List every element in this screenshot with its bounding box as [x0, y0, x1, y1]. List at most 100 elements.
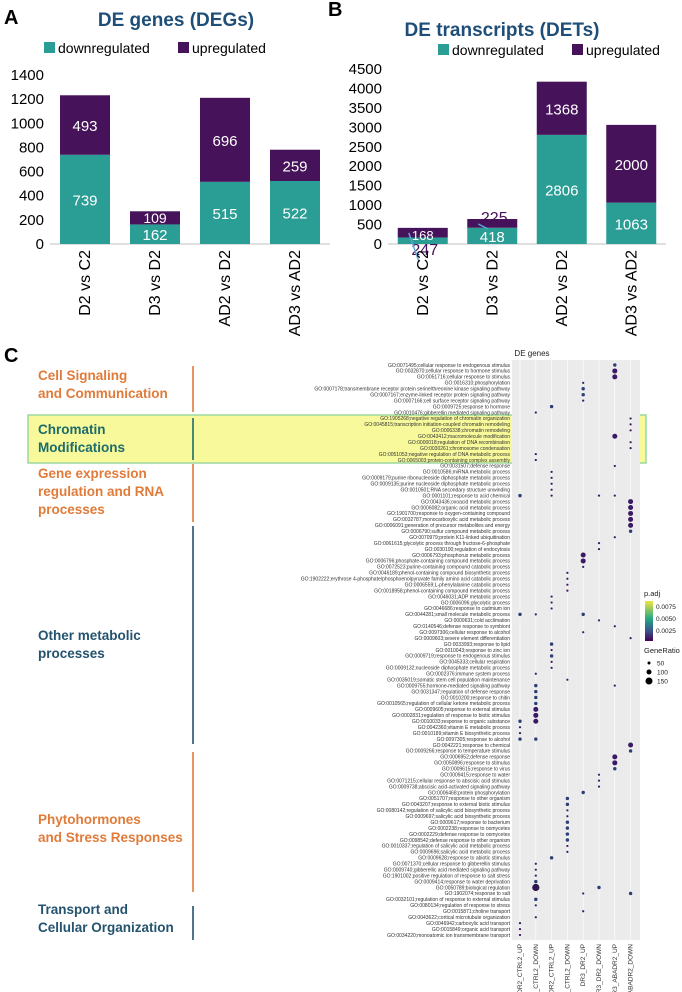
bar-upregulated — [60, 95, 110, 155]
go-term-label: GO:0001101;response to acid chemical — [423, 493, 510, 499]
category-other-metabolic-line2: processes — [38, 646, 105, 661]
dot — [566, 809, 569, 812]
chart-a: 0 200 400 600 800 1000 1200 1400 739 493 D2 vs C2 1… — [11, 67, 330, 336]
go-term-label: GO:0009414;response to water deprivation — [414, 879, 510, 885]
dot — [612, 374, 618, 380]
ytick-label: 600 — [19, 164, 44, 181]
dot — [550, 595, 553, 598]
dot — [550, 666, 553, 669]
data-label-upregulated: 247 — [411, 242, 438, 259]
callout-line — [477, 223, 489, 230]
dot — [550, 494, 553, 497]
go-term-label: GO:0044281;small molecule metabolic proc… — [405, 612, 510, 618]
legend-padj-tick: 0.0050 — [656, 616, 676, 623]
ytick-label: 800 — [19, 139, 44, 156]
go-term-label: GO:0009697;salicylic acid biosynthetic p… — [406, 814, 511, 820]
ytick-label: 1200 — [11, 91, 44, 108]
chart-b-title: DE transcripts (DETs) — [405, 20, 600, 41]
category-transport: Transport and Cellular Organization — [38, 902, 174, 935]
go-term-label: GO:0006096;glycolytic process — [441, 600, 511, 606]
dot — [629, 637, 632, 640]
dot — [534, 916, 537, 919]
data-label-upregulated: 1368 — [545, 101, 578, 118]
dot — [628, 510, 634, 516]
dot — [581, 392, 585, 397]
dot — [628, 499, 634, 505]
dot — [534, 683, 538, 688]
column-label: ABADR2_CTRL2_UP — [549, 944, 556, 992]
legend-padj-tick: 0.0075 — [656, 604, 676, 611]
dot — [629, 447, 632, 450]
category-gene-expression-line2: regulation and RNA — [38, 484, 164, 499]
legend-ratio-dot — [647, 661, 651, 665]
dot — [612, 754, 618, 760]
go-term-label: GO:0006338;chromatin remodeling — [432, 428, 510, 434]
legend-a-up-swatch — [178, 42, 189, 53]
go-term-label: GO:0035019;somatic stem cell population … — [387, 677, 510, 683]
go-term-label: GO:0015849;organic acid transport — [432, 927, 511, 933]
dot — [580, 552, 586, 558]
dot — [550, 470, 553, 473]
dot — [628, 529, 633, 533]
bar-upregulated — [467, 218, 518, 228]
go-term-label: GO:0002376;immune system process — [426, 672, 510, 678]
go-term-label: GO:0006468;protein phosphorylation — [428, 790, 510, 796]
dot — [532, 883, 540, 892]
dot — [566, 589, 569, 592]
legend-ratio-dot — [645, 677, 653, 685]
dot — [534, 862, 537, 865]
legend-a-up-label: upregulated — [192, 40, 266, 56]
category-gene-expression-line1: Gene expression — [38, 466, 147, 481]
ytick-label: 4500 — [349, 61, 382, 78]
dot — [566, 815, 569, 818]
dot — [580, 558, 586, 564]
dot — [534, 904, 537, 907]
go-term-label: GO:0043622;cortical microtubule organiza… — [408, 915, 510, 921]
dot — [566, 577, 569, 580]
column-label: DR3_DR2_DOWN — [596, 944, 603, 992]
go-term-label: GO:0009603;severe element differentiatio… — [414, 636, 510, 642]
go-term-label: GO:0009696;salicylic acid metabolic proc… — [411, 850, 511, 856]
go-term-label: GO:0046031;ADP metabolic process — [428, 594, 510, 600]
go-term-label: GO:0097306;cellular response to alcohol — [419, 630, 510, 636]
dot — [613, 767, 617, 771]
dot — [597, 885, 601, 890]
category-label: D3 vs D2 — [147, 250, 164, 316]
legend-padj-title: p.adj — [644, 589, 661, 598]
dot — [534, 689, 538, 694]
bar-downregulated — [60, 154, 110, 244]
go-term-label: GO:0009628;response to abiotic stimulus — [418, 856, 510, 862]
dot — [550, 601, 553, 604]
go-term-label: GO:0009719;response to endogenous stimul… — [405, 654, 510, 660]
go-term-label: GO:0000018;regulation of DNA recombinati… — [408, 440, 510, 446]
dot — [565, 802, 570, 807]
dot — [533, 706, 539, 712]
data-label-downregulated: 1063 — [615, 216, 648, 233]
data-label-upregulated: 225 — [481, 210, 508, 227]
dot — [565, 826, 570, 830]
dot — [566, 678, 569, 681]
go-term-label: GO:0043412;macromolecule modification — [418, 434, 510, 440]
category-transport-line1: Transport and — [38, 902, 128, 917]
go-term-label: GO:0042221;response to chemical — [433, 743, 510, 749]
legend-ratio-dot — [646, 669, 652, 675]
go-term-label: GO:0010200;response to chitin — [441, 695, 510, 701]
dot — [550, 607, 553, 610]
dot — [628, 516, 634, 522]
dot-plot-title: DE genes — [514, 349, 549, 358]
dot — [597, 542, 601, 545]
legend-padj-tick: 0.0025 — [656, 628, 676, 635]
category-label: AD3 vs AD2 — [623, 250, 640, 336]
legend-ratio-tick: 150 — [657, 679, 668, 686]
go-term-label: GO:0061615;glycolytic process through fr… — [374, 541, 510, 547]
go-term-label: GO:0050789;biological regulation — [436, 885, 510, 891]
dot — [549, 404, 554, 409]
dot — [582, 565, 585, 568]
ytick-label: 400 — [19, 188, 44, 205]
data-label-downregulated: 162 — [142, 227, 167, 244]
legend-a-down-swatch — [44, 42, 55, 53]
data-label-upregulated: 259 — [282, 158, 307, 175]
column-label: DR3_DR2_UP — [580, 944, 587, 986]
go-term-label: GO:0032870;cellular response to hormone … — [396, 369, 511, 375]
bar-downregulated — [467, 227, 518, 244]
